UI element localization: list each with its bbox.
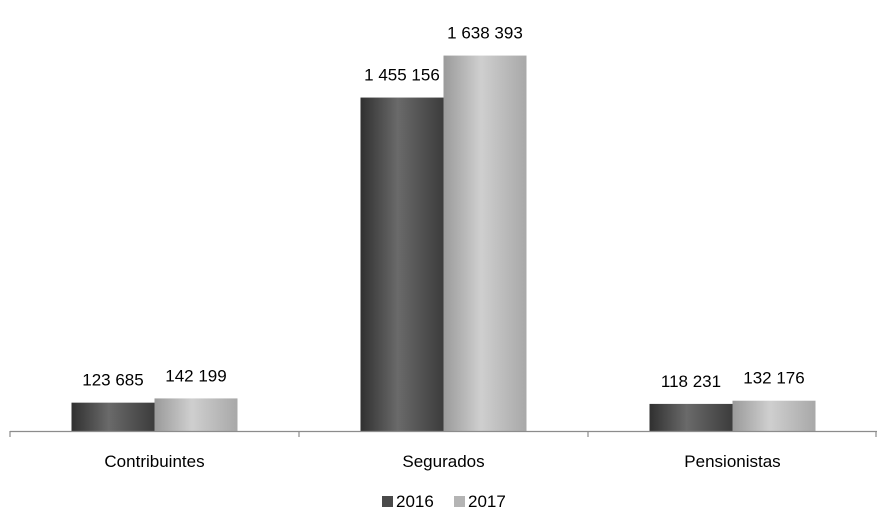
value-label-segurados-2016: 1 455 156 [364, 66, 440, 85]
x-axis [9, 430, 877, 437]
bar-contribuintes-2017 [154, 398, 238, 431]
value-label-contribuintes-2016: 123 685 [82, 371, 143, 390]
bar-contribuintes-2016 [71, 402, 155, 431]
value-label-pensionistas-2017: 132 176 [743, 369, 804, 388]
legend-label-2017: 2017 [468, 492, 506, 511]
value-label-pensionistas-2016: 118 231 [661, 372, 721, 391]
bar-segurados-2016 [360, 97, 444, 431]
category-label-contribuintes: Contribuintes [104, 452, 204, 471]
value-label-segurados-2017: 1 638 393 [447, 24, 523, 43]
legend: 2016 2017 [382, 492, 506, 511]
bar-pensionistas-2017 [732, 400, 816, 431]
bar-pensionistas-2016 [649, 403, 733, 431]
category-label-segurados: Segurados [402, 452, 484, 471]
bar-segurados-2017 [443, 55, 527, 432]
bars-group [71, 55, 816, 432]
legend-swatch-2016 [382, 496, 393, 507]
category-label-pensionistas: Pensionistas [684, 452, 780, 471]
legend-label-2016: 2016 [396, 492, 434, 511]
legend-swatch-2017 [454, 496, 465, 507]
value-label-contribuintes-2017: 142 199 [165, 366, 226, 385]
category-labels-group: Contribuintes Segurados Pensionistas [104, 452, 780, 471]
value-labels-group: 123 685 142 199 1 455 156 1 638 393 118 231 1… [82, 24, 804, 391]
